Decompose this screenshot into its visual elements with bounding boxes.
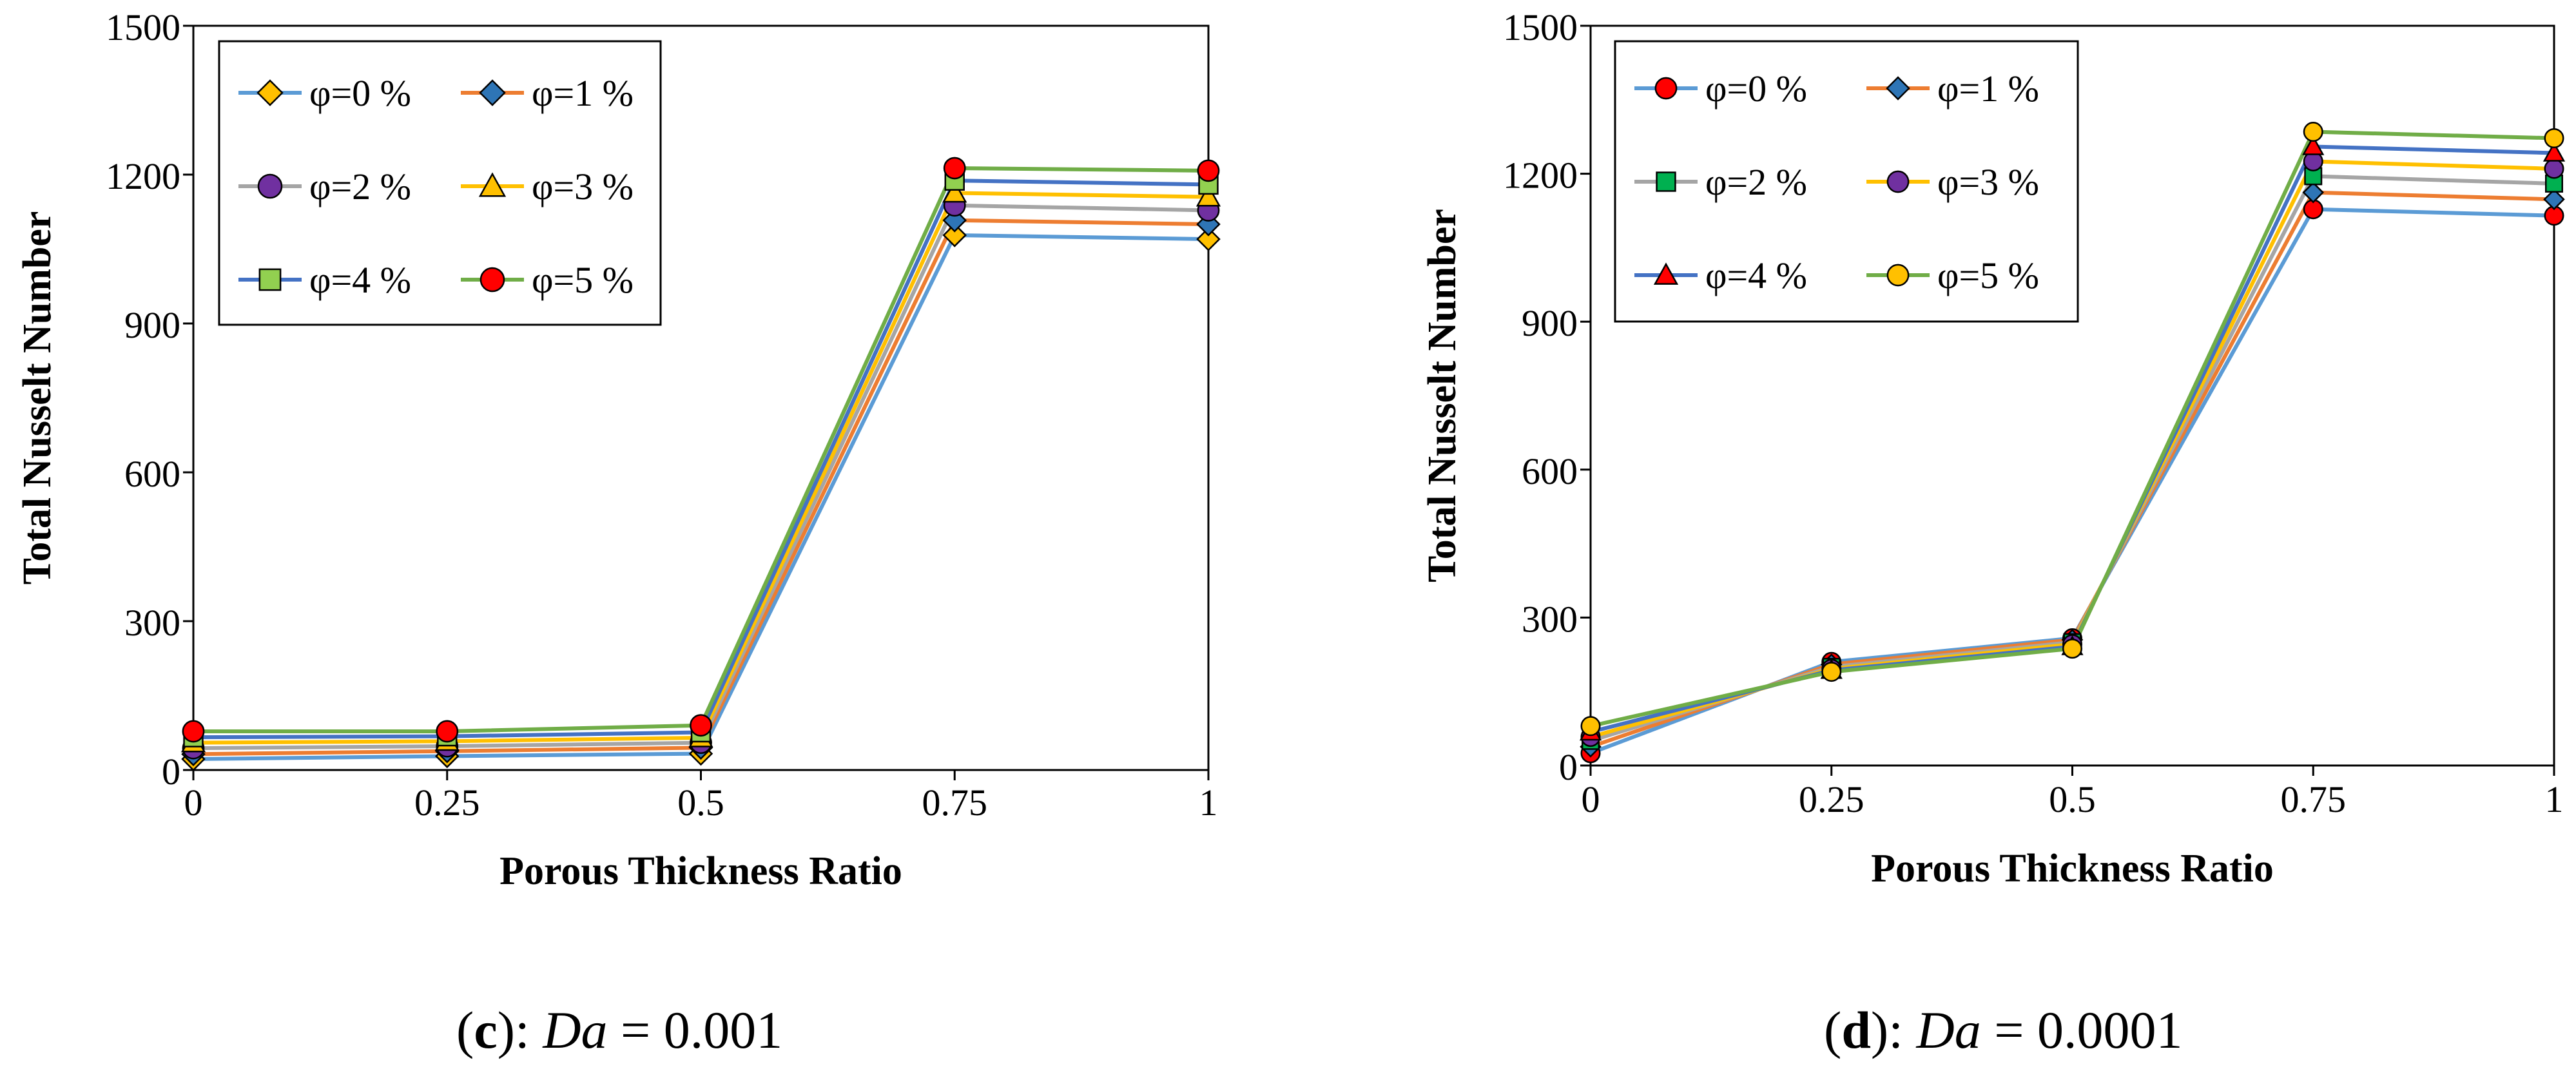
legend-item: φ=2 % <box>238 166 411 207</box>
legend-swatch-marker <box>479 79 506 106</box>
x-tick-label: 0 <box>1582 778 1600 820</box>
legend-label: φ=5 % <box>1937 255 2039 296</box>
series-5-point <box>1580 716 1601 737</box>
x-axis-title: Porous Thickness Ratio <box>1871 847 2274 891</box>
series-3-point <box>2544 159 2564 179</box>
legend-label: φ=4 % <box>1705 255 1807 296</box>
legend-box <box>218 40 662 326</box>
series-0-point <box>942 223 967 247</box>
legend: φ=0 % φ=1 % φ=2 % φ=3 % φ=4 % φ=5 % <box>218 40 662 326</box>
series-1-point <box>2302 181 2325 204</box>
x-tick-label: 0.75 <box>922 782 988 823</box>
caption-d: (d): Da = 0.0001 <box>1824 1001 2183 1059</box>
legend-item: φ=4 % <box>1634 255 1807 296</box>
y-tick-label: 1500 <box>106 6 180 48</box>
y-tick-label: 300 <box>124 602 180 644</box>
y-tick-label: 1200 <box>106 155 180 197</box>
legend-swatch-marker <box>257 79 284 106</box>
series-5-point <box>2544 128 2564 148</box>
caption-letter-c: c <box>474 1001 498 1059</box>
series-markers-5 <box>1580 122 2564 737</box>
series-5-point <box>690 714 712 737</box>
series-5-point <box>1821 662 1842 682</box>
legend-item: φ=1 % <box>1866 68 2039 110</box>
legend-item: φ=5 % <box>1866 255 2039 296</box>
y-tick-label: 1200 <box>1503 155 1578 197</box>
x-tick-label: 1 <box>2545 778 2564 820</box>
caption-value-c: 0.001 <box>663 1001 783 1059</box>
legend-swatch-marker <box>257 173 283 199</box>
y-tick-label: 900 <box>124 304 180 346</box>
legend-swatch-marker <box>1886 264 1910 287</box>
y-tick-label: 1500 <box>1503 6 1578 48</box>
x-axis-title: Porous Thickness Ratio <box>499 849 902 893</box>
series-markers-5 <box>182 157 1220 743</box>
series-4-point <box>2302 135 2325 155</box>
series-5-point <box>182 720 205 743</box>
legend-swatch-marker <box>479 267 505 293</box>
legend-swatch-marker <box>1886 76 1910 101</box>
legend-label: φ=0 % <box>1705 68 1807 110</box>
legend-item: φ=3 % <box>461 166 634 207</box>
y-axis-title: Total Nusselt Number <box>15 211 59 585</box>
legend-item: φ=1 % <box>461 72 634 114</box>
x-tick-label: 1 <box>1199 782 1218 823</box>
legend-label: φ=2 % <box>309 166 411 207</box>
legend-label: φ=2 % <box>1705 161 1807 203</box>
legend-swatch-marker <box>1656 171 1676 192</box>
legend-label: φ=5 % <box>532 259 634 301</box>
series-3-point <box>942 180 967 203</box>
legend: φ=0 % φ=1 % φ=2 % φ=3 % φ=4 % φ=5 % <box>1614 40 2079 323</box>
x-tick-label: 0.5 <box>677 782 724 823</box>
caption-letter-d: d <box>1841 1001 1871 1059</box>
legend-label: φ=0 % <box>309 72 411 114</box>
x-tick-label: 0.75 <box>2281 778 2347 820</box>
x-tick-label: 0.25 <box>1799 778 1864 820</box>
x-tick-label: 0 <box>184 782 203 823</box>
series-3-point <box>1196 184 1221 207</box>
chart-svg-d: 0 300 600 900 1200 1500 0 0.25 0.5 0.75 1 Porous Th… <box>1420 6 2566 891</box>
series-5-point <box>436 720 459 743</box>
series-0-point <box>1196 227 1221 251</box>
caption-c: (c): Da = 0.001 <box>456 1001 783 1059</box>
series-5-point <box>2303 122 2323 142</box>
legend-item: φ=3 % <box>1866 161 2039 203</box>
legend-label: φ=3 % <box>532 166 634 207</box>
legend-swatch-marker <box>1654 77 1678 100</box>
x-tick-label: 0.5 <box>2049 778 2096 820</box>
y-tick-label: 0 <box>162 751 180 793</box>
caption-variable-d: Da <box>1916 1001 1981 1059</box>
series-1-point <box>2543 188 2565 211</box>
legend-label: φ=1 % <box>1937 68 2039 110</box>
chart-svg-c: 0 300 600 900 1200 1500 0 0.25 0.5 0.75 1 Porous Th… <box>15 6 1221 893</box>
y-tick-label: 900 <box>1522 302 1578 344</box>
y-tick-label: 0 <box>1559 746 1578 788</box>
legend-swatch-marker <box>1653 262 1679 285</box>
y-tick-label: 600 <box>1522 450 1578 492</box>
legend-item: φ=5 % <box>461 259 634 301</box>
y-axis-title: Total Nusselt Number <box>1420 209 1464 583</box>
legend-swatch-marker <box>1886 170 1910 193</box>
legend-label: φ=4 % <box>309 259 411 301</box>
chart-panel-c: 0 300 600 900 1200 1500 0 0.25 0.5 0.75 1 Porous Th… <box>0 0 1288 915</box>
series-5-point <box>2062 639 2082 659</box>
legend-item: φ=0 % <box>1634 68 1807 110</box>
series-4-point <box>2542 141 2566 162</box>
y-tick-label: 300 <box>1522 598 1578 640</box>
legend-label: φ=1 % <box>532 72 634 114</box>
chart-panel-d: 0 300 600 900 1200 1500 0 0.25 0.5 0.75 1 Porous Th… <box>1289 0 2576 915</box>
legend-label: φ=3 % <box>1937 161 2039 203</box>
x-tick-label: 0.25 <box>414 782 480 823</box>
legend-swatch-marker <box>478 172 507 197</box>
caption-value-d: 0.0001 <box>2037 1001 2183 1059</box>
y-tick-label: 600 <box>124 453 180 495</box>
caption-variable-c: Da <box>543 1001 608 1059</box>
series-5-point <box>1197 159 1220 182</box>
legend-item: φ=4 % <box>238 259 411 301</box>
legend-swatch-marker <box>258 268 282 291</box>
legend-item: φ=2 % <box>1634 161 1807 203</box>
series-5-point <box>943 157 966 180</box>
legend-item: φ=0 % <box>238 72 411 114</box>
